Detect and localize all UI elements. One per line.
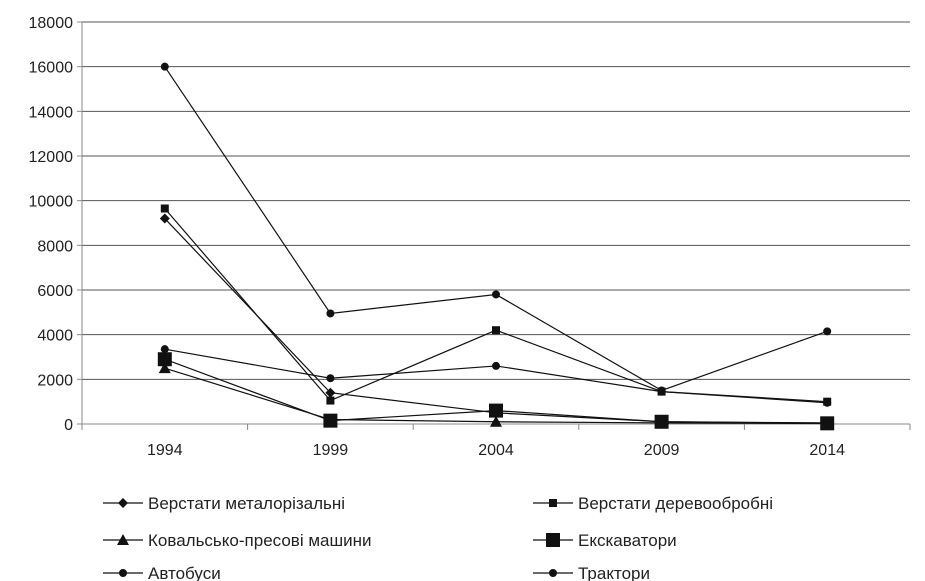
y-tick-label: 10000 [29, 194, 74, 211]
data-point [326, 396, 335, 405]
data-point [492, 290, 500, 299]
legend-item: Ковальсько-пресові машини [103, 531, 371, 550]
series-line [164, 348, 828, 404]
legend: Верстати металорізальні Верстати деревооб… [103, 494, 773, 581]
data-point [492, 326, 500, 335]
legend-label: Верстати металорізальні [148, 494, 345, 513]
x-tick-label: 1999 [313, 442, 349, 459]
x-tick-labels: 1994 1999 2004 2009 2014 [81, 424, 911, 459]
y-tick-label: 18000 [29, 15, 74, 32]
legend-label: Трактори [578, 564, 650, 581]
y-tick-label: 0 [64, 417, 73, 434]
y-tick-label: 4000 [37, 328, 73, 345]
data-point [489, 403, 503, 418]
legend-label: Екскаватори [578, 531, 677, 550]
series-line [164, 66, 828, 392]
series-6 [160, 62, 832, 395]
y-tick-label: 6000 [37, 283, 73, 300]
legend-label: Верстати деревообробні [578, 494, 773, 513]
legend-label: Ковальсько-пресові машини [148, 531, 371, 550]
series-2 [160, 204, 832, 406]
data-point [490, 415, 502, 427]
x-tick-label: 1994 [147, 442, 183, 459]
data-point [158, 362, 171, 374]
data-point [325, 387, 336, 398]
data-point [823, 327, 832, 336]
legend-item: Верстати деревообробні [533, 494, 773, 513]
series-line [164, 218, 828, 424]
data-point [492, 361, 500, 370]
legend-item: Автобуси [103, 564, 221, 581]
legend-marker [546, 533, 560, 547]
legend-item: Верстати металорізальні [103, 494, 345, 513]
data-point [160, 204, 169, 213]
legend-marker [549, 499, 557, 507]
data-point [157, 352, 172, 367]
data-point [159, 213, 170, 224]
y-tick-labels: 0 2000 4000 6000 8000 10000 12000 14000 16000 180… [29, 15, 82, 434]
x-tick-label: 2009 [644, 442, 680, 459]
data-point [820, 416, 835, 431]
series-line [164, 208, 828, 403]
x-tick-label: 2014 [809, 442, 845, 459]
data-point [160, 345, 169, 354]
data-point [657, 386, 666, 395]
data-point [326, 374, 335, 383]
legend-marker [119, 569, 127, 577]
series-group [157, 62, 835, 431]
x-tick-label: 2004 [478, 442, 514, 459]
series-4 [157, 352, 835, 431]
data-point [654, 414, 669, 429]
legend-label: Автобуси [148, 564, 221, 581]
data-point [326, 309, 335, 318]
data-point [160, 62, 169, 71]
gridlines [82, 21, 910, 380]
legend-marker [549, 569, 557, 577]
legend-marker [117, 534, 129, 545]
y-tick-label: 14000 [29, 104, 74, 121]
y-tick-label: 2000 [37, 372, 73, 389]
y-tick-label: 12000 [29, 149, 74, 166]
y-tick-label: 16000 [29, 60, 74, 77]
legend-marker [118, 498, 128, 508]
data-point [323, 413, 338, 428]
legend-item: Трактори [533, 564, 650, 581]
legend-item: Екскаватори [533, 531, 677, 550]
y-tick-label: 8000 [37, 238, 73, 255]
data-point [823, 398, 832, 407]
